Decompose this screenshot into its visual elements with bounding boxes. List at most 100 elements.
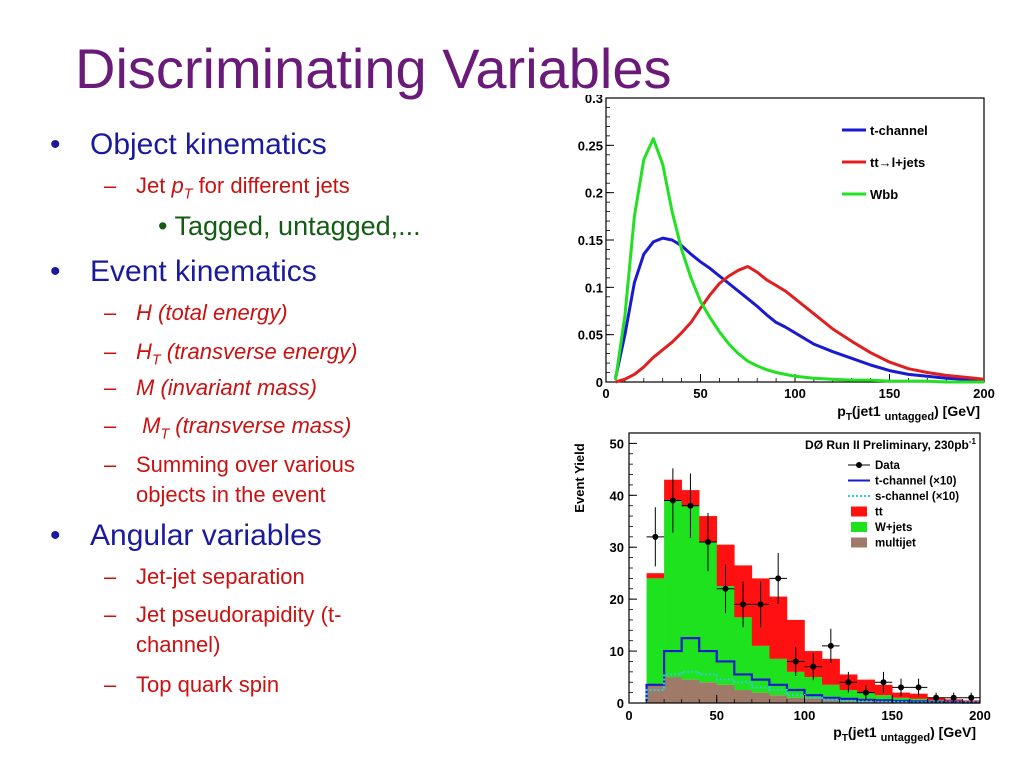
bullet-object-kinematics: • Object kinematics xyxy=(50,128,327,161)
chart2-data-point xyxy=(810,663,817,670)
chart2-bar-W+jets xyxy=(681,505,700,680)
sub-bullet-m-invariant: – M (invariant mass) xyxy=(104,375,317,400)
chart2-x-tick-label: 100 xyxy=(794,708,816,723)
chart1-legend-label-1: tt→l+jets xyxy=(870,155,925,170)
chart2-x-tick-label: 0 xyxy=(625,708,632,723)
chart2-bar-W+jets xyxy=(664,500,682,678)
chart2-bar-multijet xyxy=(734,690,753,703)
chart1-y-tick-label: 0.2 xyxy=(585,186,603,201)
bullet-event-kinematics: • Event kinematics xyxy=(50,255,317,288)
chart1-y-tick-label: 0.15 xyxy=(578,233,603,248)
chart2-legend-marker-data xyxy=(856,462,862,468)
chart2-bar-multijet xyxy=(786,697,805,703)
chart2-bar-W+jets xyxy=(734,617,753,691)
chart2-y-tick-label: 0 xyxy=(617,696,624,711)
chart2-data-point xyxy=(775,575,782,582)
chart1-y-tick-label: 0.05 xyxy=(578,328,603,343)
chart2-y-tick-label: 50 xyxy=(610,436,624,451)
chart-jet-pt-shapes: 0 0.05 0.1 0.15 0.2 0.25 0.3 0 50 100 150 200 t-cha… xyxy=(550,95,1020,425)
chart2-bar-W+jets xyxy=(839,690,858,701)
chart2-bar-multijet xyxy=(699,682,718,703)
sub-bullet-mt: – MT (transverse mass) xyxy=(104,413,352,443)
chart1-series-line-0 xyxy=(614,236,985,382)
chart2-data-point xyxy=(669,497,676,504)
chart2-data-point xyxy=(722,585,729,592)
chart1-y-tick-label: 0.25 xyxy=(578,138,603,153)
chart2-bar-multijet xyxy=(822,698,840,703)
chart1-y-tick-label: 0.3 xyxy=(585,95,603,106)
chart2-bar-W+jets xyxy=(786,671,805,698)
chart2-x-tick-label: 50 xyxy=(710,708,724,723)
chart-event-yield: 0 10 20 30 40 50 0 50 100 150 200 Data t-channel (×… xyxy=(565,428,1020,768)
chart2-legend-label: tt xyxy=(875,507,883,519)
slide-title: Discriminating Variables xyxy=(75,37,672,100)
chart2-bar-tt xyxy=(769,596,788,659)
chart2-x-tick-label: 150 xyxy=(881,708,903,723)
chart2-bar-W+jets xyxy=(716,586,735,685)
chart1-y-tick-label: 0.1 xyxy=(585,280,603,295)
chart2-y-tick-label: 40 xyxy=(610,488,624,503)
sub-bullet-top-spin: – Top quark spin xyxy=(104,672,280,697)
chart2-data-point xyxy=(827,642,834,649)
chart2-data-point xyxy=(862,689,869,696)
chart2-data-point xyxy=(704,539,711,546)
chart2-x-label: pT(jet1 untagged) [GeV] xyxy=(833,724,976,744)
chart2-background xyxy=(565,428,1020,768)
chart2-legend-swatch-box xyxy=(851,522,867,532)
sub-bullet-summing: – Summing over various objects in the even… xyxy=(104,452,355,507)
chart2-bar-multijet xyxy=(664,677,682,703)
chart2-title: DØ Run II Preliminary, 230pb-1 xyxy=(805,437,976,452)
chart2-data-point xyxy=(915,684,922,691)
sub-bullet-h-total: – H (total energy) xyxy=(104,300,288,325)
chart2-bar-W+jets xyxy=(769,658,788,696)
chart1-x-label: pT(jet1 untagged) [GeV] xyxy=(837,403,980,423)
chart2-y-tick-label: 30 xyxy=(610,540,624,555)
chart2-legend-label: multijet xyxy=(875,538,916,550)
sub-bullet-ht: – HT (transverse energy) xyxy=(104,339,358,369)
chart2-bar-multijet xyxy=(751,692,770,703)
chart2-legend-swatch-box xyxy=(851,506,867,517)
chart2-bar-multijet xyxy=(646,684,665,703)
chart2-bar-multijet xyxy=(769,695,788,703)
chart1-x-tick-label: 200 xyxy=(973,386,995,401)
chart2-data-point xyxy=(757,601,764,608)
chart2-legend-label: t-channel (×10) xyxy=(875,476,957,488)
sub-bullet-jet-pt: – Jet pT for different jets xyxy=(104,173,350,203)
chart1-legend-label-0: t-channel xyxy=(870,123,928,138)
chart2-legend-swatch-box xyxy=(851,537,867,548)
chart2-bar-W+jets xyxy=(874,695,893,701)
chart2-data-point xyxy=(950,694,957,701)
chart2-bar-multijet xyxy=(892,701,911,703)
chart2-bar-W+jets xyxy=(699,542,718,683)
chart2-data-point xyxy=(740,601,747,608)
chart1-x-tick-label: 50 xyxy=(693,386,707,401)
chart2-bar-W+jets xyxy=(892,697,911,702)
chart2-step-line-1 xyxy=(645,670,980,704)
chart2-data-point xyxy=(898,684,905,691)
chart2-bar-W+jets xyxy=(909,698,928,702)
chart2-legend-label: s-channel (×10) xyxy=(875,491,959,503)
chart2-data-point xyxy=(652,533,659,540)
chart2-data-point xyxy=(792,658,799,665)
chart2-bar-multijet xyxy=(716,684,735,703)
chart2-legend-label: Data xyxy=(875,460,901,472)
chart2-y-tick-label: 10 xyxy=(610,644,624,659)
chart2-bar-multijet xyxy=(804,697,823,703)
chart2-bar-multijet xyxy=(839,700,858,703)
chart1-frame xyxy=(605,97,985,383)
chart2-x-tick-label: 200 xyxy=(969,708,991,723)
chart2-data-point xyxy=(687,502,694,509)
chart2-bar-multijet xyxy=(874,700,893,703)
chart2-y-tick-label: 20 xyxy=(610,592,624,607)
chart1-x-tick-label: 150 xyxy=(879,386,901,401)
sub-sub-bullet-tagged: • Tagged, untagged,... xyxy=(158,211,421,241)
chart2-y-label: Event Yield xyxy=(572,443,587,512)
chart1-legend-label-2: Wbb xyxy=(870,187,898,202)
chart1-y-tick-label: 0 xyxy=(596,375,603,390)
chart2-bar-W+jets xyxy=(646,578,665,685)
chart2-bar-tt xyxy=(822,658,840,685)
chart2-bar-W+jets xyxy=(751,645,770,693)
chart2-bar-multijet xyxy=(681,679,700,703)
chart2-data-point xyxy=(933,694,940,701)
chart2-data-point xyxy=(845,679,852,686)
